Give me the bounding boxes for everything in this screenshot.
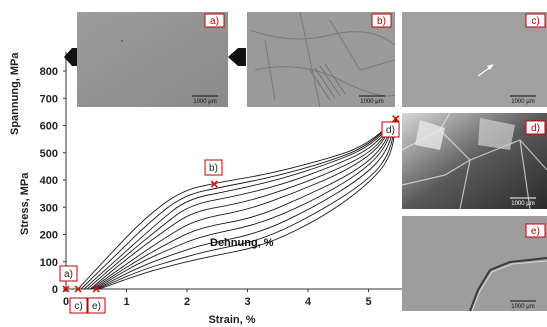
- y-tick-label: 400: [40, 175, 58, 187]
- arrow-left-icon: [64, 48, 77, 66]
- micrograph-a-image: [77, 12, 228, 107]
- micrograph-d: d) 1000 μm: [401, 112, 547, 210]
- micrograph-a-tag: a): [210, 16, 219, 27]
- marker-cross: [74, 285, 82, 293]
- series-line: [96, 120, 397, 290]
- micrograph-b-scale: 1000 μm: [360, 99, 383, 105]
- micrograph-d-scale: 1000 μm: [511, 201, 534, 207]
- micrograph-b: b) 1000 μm: [247, 11, 396, 108]
- marker-tag: b): [209, 163, 218, 174]
- series-line: [83, 121, 395, 290]
- micrograph-b-slip-lines: [309, 63, 346, 101]
- series-line: [80, 122, 394, 290]
- marker-tag-box: [59, 265, 78, 282]
- micrograph-b-image: [247, 12, 395, 107]
- micrograph-c: c) 1000 μm: [402, 12, 547, 107]
- y-axis-title-primary: Stress, MPa: [19, 172, 31, 235]
- x-tick-label: 2: [184, 296, 190, 308]
- curve-annotation: Dehnung, %: [210, 237, 274, 249]
- marker-cross: [62, 285, 70, 293]
- micrograph-d-grains: [401, 112, 547, 210]
- micrograph-c-tag-box: [525, 13, 546, 28]
- micrograph-b-tag: b): [377, 16, 386, 27]
- marker-tag: e): [92, 301, 101, 312]
- axes: 0 100 200 300 400 500 600 700 800 0 1 2 3 4 5: [40, 51, 411, 308]
- marker-tag-box: [69, 297, 88, 314]
- arrow-left-icon: [228, 48, 246, 66]
- micrograph-d-tag: d): [531, 123, 540, 134]
- x-tick-label: 4: [305, 296, 312, 308]
- series-line: [99, 119, 397, 290]
- x-tick-label: 0: [63, 296, 69, 308]
- y-tick-label: 100: [40, 257, 58, 269]
- micrograph-c-scale: 1000 μm: [511, 99, 534, 105]
- x-axis-title: Strain, %: [208, 314, 255, 326]
- micrograph-a-tag-box: [204, 13, 225, 28]
- series-line: [92, 120, 396, 290]
- marker: b): [204, 159, 223, 188]
- micrograph-d-light-grain: [415, 120, 445, 150]
- marker: c): [69, 285, 88, 314]
- y-tick-label: 0: [52, 284, 58, 296]
- micrograph-e-scale: 1000 μm: [511, 304, 534, 310]
- markers: a) c) e) b) d): [59, 115, 400, 314]
- series-line: [94, 120, 396, 290]
- micrograph-e-crack-shadow: [471, 260, 547, 312]
- micrograph-e-tag: e): [531, 226, 540, 237]
- micrograph-a: a) 1000 μm: [77, 12, 228, 107]
- series-line: [97, 119, 397, 290]
- marker-tag-box: [381, 121, 400, 138]
- marker-tag-box: [87, 297, 106, 314]
- marker-tag: c): [74, 301, 82, 312]
- y-tick-label: 500: [40, 148, 58, 160]
- x-tick-label: 1: [123, 296, 129, 308]
- micrograph-e-crack: [469, 257, 547, 312]
- y-axis-title-secondary: Spannung, MPa: [9, 52, 21, 135]
- curves: [77, 119, 397, 290]
- micrograph-a-speck: [121, 40, 123, 42]
- micrograph-c-arrowhead: [487, 64, 494, 70]
- y-tick-label: 700: [40, 93, 58, 105]
- micrograph-a-scale: 1000 μm: [193, 99, 216, 105]
- y-tick-label: 200: [40, 230, 58, 242]
- micrograph-d-light-grain-2: [478, 118, 515, 150]
- marker-tag: d): [386, 125, 395, 136]
- series-line: [91, 120, 395, 290]
- micrograph-b-tag-box: [371, 13, 392, 28]
- marker-cross: [92, 285, 100, 293]
- micrograph-b-grain-boundaries: [249, 11, 396, 108]
- marker: a): [59, 265, 78, 293]
- micrograph-c-image: [402, 12, 547, 107]
- micrograph-e-tag-box: [525, 223, 546, 238]
- marker-tag-box: [204, 159, 223, 176]
- marker: e): [87, 285, 106, 314]
- marker: d): [381, 115, 400, 138]
- marker-cross: [392, 115, 400, 123]
- y-tick-label: 600: [40, 121, 58, 133]
- marker-tag: a): [64, 269, 73, 280]
- series-line: [77, 122, 394, 290]
- marker-cross: [210, 180, 218, 188]
- x-tick-label: 3: [244, 296, 250, 308]
- y-tick-label: 800: [40, 66, 58, 78]
- micrograph-c-tag: c): [531, 16, 539, 27]
- series-line: [89, 121, 395, 290]
- micrograph-e: e) 1000 μm: [402, 216, 547, 312]
- y-tick-label: 300: [40, 202, 58, 214]
- series-line: [86, 121, 395, 290]
- x-tick-label: 5: [365, 296, 371, 308]
- micrograph-d-tag-box: [525, 120, 546, 135]
